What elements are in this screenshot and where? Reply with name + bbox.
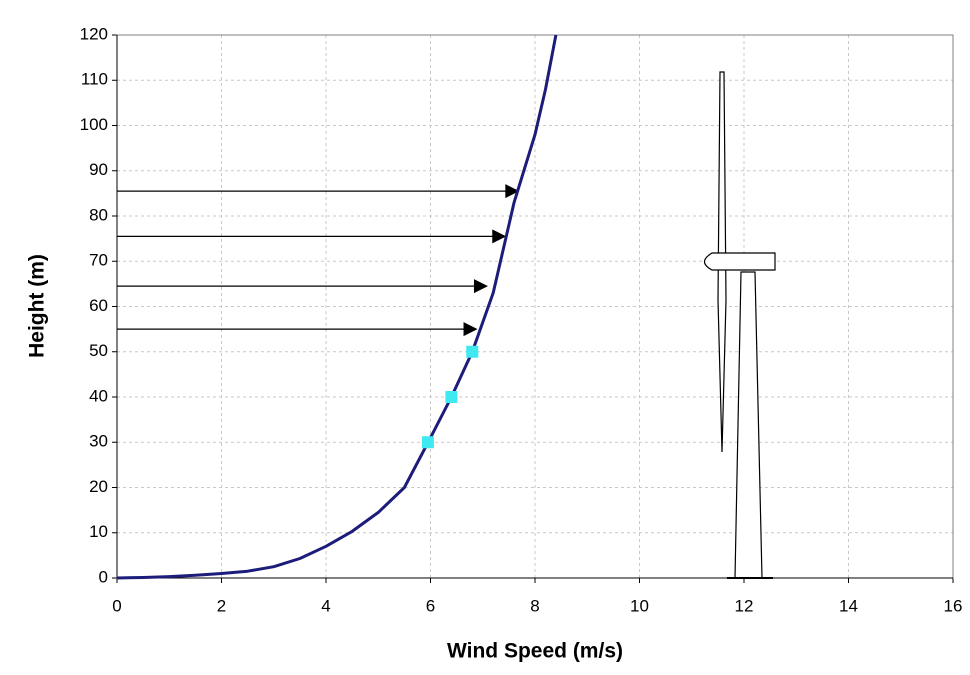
x-tick-label: 14	[839, 596, 858, 615]
x-tick-label: 8	[530, 596, 539, 615]
x-axis-title: Wind Speed (m/s)	[447, 640, 623, 663]
y-tick-label: 50	[89, 341, 108, 360]
arrow-head	[463, 322, 478, 337]
turbine-tower	[734, 271, 763, 579]
data-point	[445, 391, 458, 403]
y-tick-label: 80	[89, 205, 108, 224]
y-tick-label: 70	[89, 251, 108, 270]
arrow-head	[492, 229, 507, 244]
x-tick-label: 2	[217, 596, 226, 615]
x-tick-label: 0	[112, 596, 121, 615]
x-tick-label: 4	[321, 596, 330, 615]
y-tick-label: 20	[89, 477, 108, 496]
arrow-head	[473, 279, 488, 294]
y-tick-label: 100	[80, 115, 108, 134]
y-tick-label: 110	[81, 70, 108, 89]
y-tick-label: 60	[89, 296, 108, 315]
data-point	[421, 436, 434, 449]
y-tick-label: 40	[89, 386, 108, 405]
turbine-nacelle	[703, 252, 776, 271]
turbine	[703, 71, 776, 579]
x-tick-label: 12	[735, 596, 754, 615]
x-tick-label: 10	[630, 596, 649, 615]
y-tick-label: 30	[89, 432, 108, 451]
data-line	[116, 34, 558, 580]
y-axis-title: Height (m)	[26, 254, 49, 358]
x-tick-label: 6	[426, 596, 435, 615]
y-tick-label: 10	[89, 522, 108, 541]
y-tick-label: 120	[80, 24, 108, 43]
arrow-head	[505, 184, 520, 199]
y-tick-label: 0	[99, 567, 108, 586]
y-tick-label: 90	[89, 160, 108, 179]
x-tick-label: 16	[944, 596, 963, 615]
data-point	[466, 345, 479, 358]
